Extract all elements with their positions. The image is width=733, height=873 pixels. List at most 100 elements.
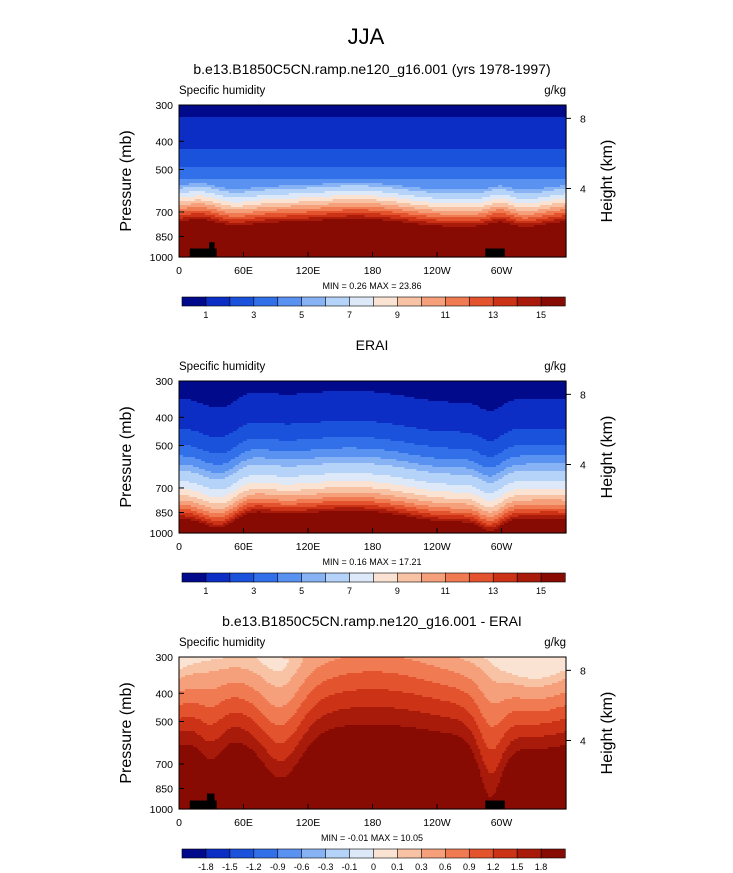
- contour-cell: [466, 725, 479, 728]
- contour-cell: [179, 115, 567, 118]
- contour-cell: [282, 705, 302, 708]
- contour-cell: [488, 475, 493, 478]
- contour-cell: [496, 473, 509, 476]
- contour-cell: [252, 703, 272, 706]
- contour-cell: [244, 729, 264, 732]
- colorbar-swatch: [181, 848, 207, 859]
- contour-cell: [482, 497, 499, 500]
- contour-cell: [179, 509, 192, 512]
- contour-cell: [520, 455, 567, 458]
- contour-cell: [288, 193, 400, 196]
- colorbar-swatch: [253, 296, 279, 307]
- contour-cell: [484, 657, 567, 660]
- colorbar-swatch: [229, 848, 255, 859]
- contour-cell: [496, 747, 507, 750]
- contour-cell: [308, 217, 392, 220]
- contour-cell: [320, 699, 441, 702]
- contour-cell: [508, 761, 567, 764]
- contour-cell: [179, 659, 212, 662]
- contour-cell: [416, 517, 439, 520]
- contour-cell: [512, 697, 521, 700]
- contour-cell: [390, 499, 419, 502]
- contour-cell: [224, 747, 250, 750]
- contour-cell: [454, 671, 485, 674]
- contour-cell: [426, 481, 487, 484]
- contour-cell: [424, 679, 473, 682]
- contour-cell: [368, 185, 404, 188]
- contour-cell: [202, 493, 230, 496]
- contour-cell: [484, 505, 495, 508]
- y-tick-label: 400: [155, 412, 173, 424]
- contour-cell: [242, 201, 300, 204]
- y-tick-label: 1000: [150, 528, 174, 540]
- contour-cell: [284, 423, 292, 426]
- contour-cell: [212, 723, 258, 726]
- contour-cell: [494, 499, 505, 502]
- contour-cell: [202, 485, 232, 488]
- contour-cell: [390, 393, 567, 396]
- contour-cell: [376, 199, 411, 202]
- contour-cell: [216, 687, 254, 690]
- contour-cell: [374, 463, 419, 466]
- contour-cell: [179, 739, 206, 742]
- contour-cell: [338, 709, 410, 712]
- contour-cell: [302, 719, 318, 722]
- contour-cell: [478, 705, 565, 708]
- contour-cell: [500, 519, 507, 522]
- contour-cell: [179, 249, 567, 252]
- colorbar-swatch: [301, 296, 327, 307]
- contour-cell: [190, 213, 206, 216]
- contour-cell: [294, 673, 312, 676]
- contour-cell: [179, 441, 244, 444]
- contour-cell: [179, 225, 443, 228]
- contour-cell: [179, 495, 190, 498]
- contour-cell: [440, 715, 473, 718]
- colorbar-swatch: [516, 572, 542, 583]
- contour-cell: [179, 407, 481, 410]
- contour-cell: [420, 455, 487, 458]
- contour-cell: [500, 471, 515, 474]
- contour-cell: [252, 211, 308, 214]
- colorbar-swatch: [301, 848, 327, 859]
- contour-cell: [188, 495, 210, 498]
- contour-cell: [514, 509, 567, 512]
- contour-cell: [258, 757, 274, 760]
- contour-cell: [304, 679, 328, 682]
- contour-cell: [179, 181, 567, 184]
- contour-cell: [506, 459, 567, 462]
- contour-cell: [179, 787, 485, 790]
- contour-cell: [322, 219, 384, 222]
- contour-cell: [194, 517, 206, 520]
- y-tick-label: 500: [155, 440, 173, 452]
- contour-cell: [179, 769, 270, 772]
- contour-cell: [200, 751, 222, 754]
- contour-cell: [192, 465, 236, 468]
- contour-cell: [502, 771, 567, 774]
- contour-cell: [242, 441, 406, 444]
- contour-cell: [236, 471, 429, 474]
- panel-1-variable-label: Specific humidity: [179, 85, 266, 97]
- contour-cell: [179, 167, 567, 170]
- colorbar-label: -0.1: [342, 862, 358, 872]
- x-tick-label: 0: [176, 541, 182, 553]
- colorbar-swatch: [421, 296, 446, 307]
- colorbar-label: -0.3: [318, 862, 334, 872]
- contour-cell: [344, 725, 402, 728]
- contour-cell: [334, 507, 366, 510]
- contour-cell: [220, 735, 254, 738]
- contour-cell: [546, 211, 567, 214]
- contour-cell: [179, 507, 198, 510]
- contour-cell: [232, 521, 463, 524]
- contour-cell: [248, 669, 274, 672]
- contour-cell: [179, 761, 264, 764]
- contour-cell: [230, 485, 244, 488]
- colorbar-swatch: [373, 848, 399, 859]
- contour-cell: [260, 661, 290, 664]
- contour-cell: [246, 423, 286, 426]
- contour-cell: [246, 439, 280, 442]
- contour-cell: [466, 709, 481, 712]
- contour-cell: [179, 443, 240, 446]
- contour-cell: [516, 209, 539, 212]
- colorbar-label: 13: [488, 310, 498, 320]
